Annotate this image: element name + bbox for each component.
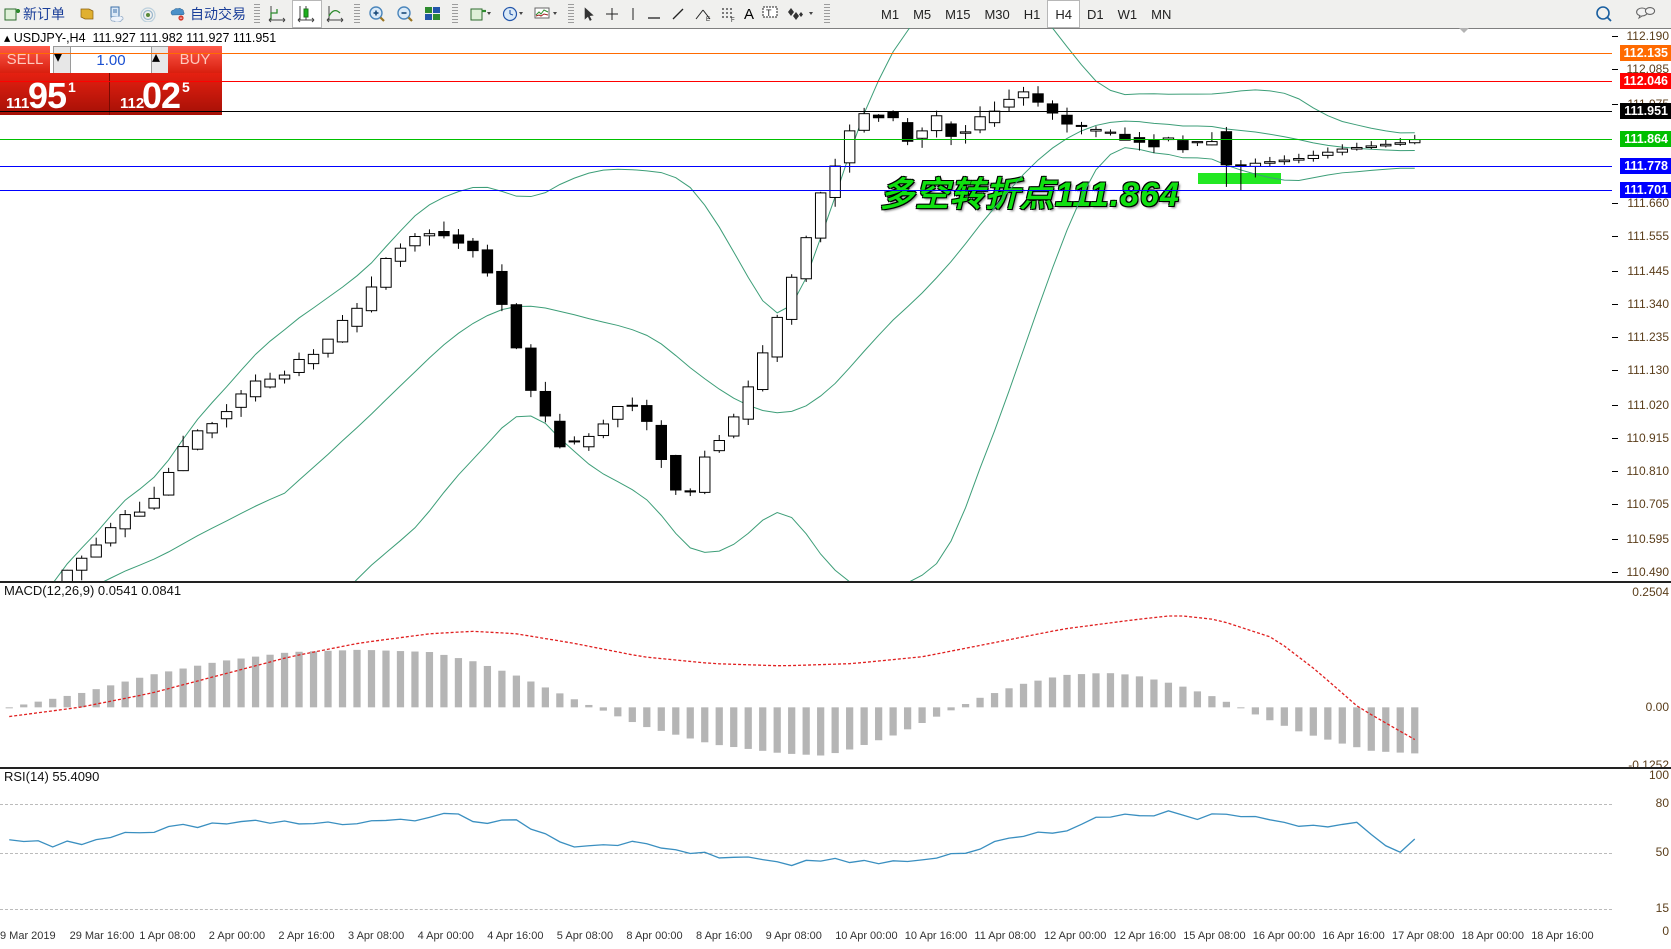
svg-text:T: T xyxy=(766,8,772,18)
svg-text:E: E xyxy=(706,17,710,22)
svg-text:F: F xyxy=(731,18,735,22)
